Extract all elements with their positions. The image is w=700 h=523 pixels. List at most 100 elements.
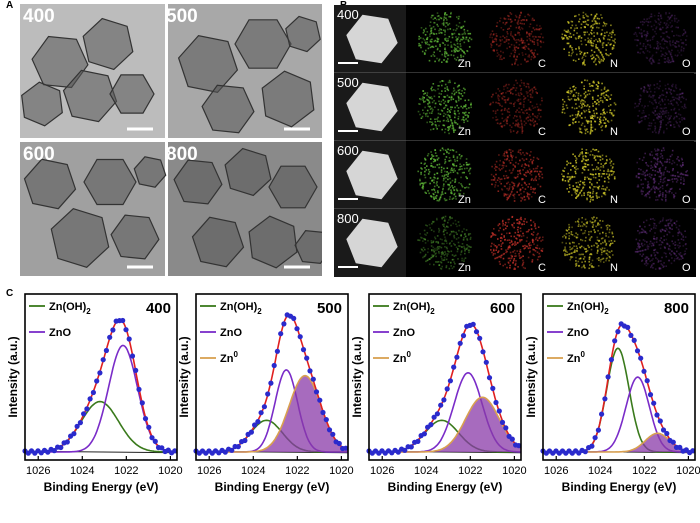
haadf-image-500 bbox=[334, 73, 406, 141]
data-point bbox=[291, 315, 297, 321]
data-point bbox=[248, 429, 254, 435]
data-point bbox=[595, 427, 602, 433]
data-point bbox=[120, 317, 126, 324]
data-point bbox=[300, 347, 307, 353]
data-point bbox=[447, 378, 453, 384]
data-point bbox=[281, 321, 287, 327]
data-point bbox=[608, 357, 615, 363]
legend-label-ZnO: ZnO bbox=[220, 327, 242, 339]
data-point bbox=[408, 444, 414, 450]
eds-map-600-O bbox=[622, 141, 694, 209]
data-point bbox=[126, 336, 132, 342]
chart-title: 400 bbox=[146, 300, 171, 317]
tem-image-grid bbox=[20, 4, 332, 276]
eds-map-grid bbox=[334, 5, 696, 277]
x-tick-label: 1022 bbox=[285, 465, 309, 477]
data-point bbox=[103, 347, 109, 354]
data-point bbox=[235, 444, 241, 450]
haadf-image-800 bbox=[334, 209, 406, 277]
data-point bbox=[310, 376, 316, 382]
data-point bbox=[110, 327, 116, 333]
data-point bbox=[261, 404, 267, 410]
data-point bbox=[313, 389, 320, 395]
data-point bbox=[87, 396, 93, 402]
data-point bbox=[612, 338, 618, 344]
data-point bbox=[274, 348, 280, 354]
data-point bbox=[677, 444, 683, 450]
data-point bbox=[395, 449, 401, 455]
xps-chart-800: 1026 1024 1022 1020 Binding Energy (eV) Inten… bbox=[524, 293, 700, 494]
data-point bbox=[690, 448, 696, 454]
data-point bbox=[58, 444, 64, 451]
haadf-image-400 bbox=[334, 5, 406, 73]
eds-map-800-N bbox=[550, 209, 622, 277]
tem-image-2 bbox=[20, 142, 167, 276]
data-point bbox=[599, 411, 605, 417]
data-point bbox=[638, 355, 644, 361]
data-point bbox=[516, 443, 522, 449]
chart-title: 600 bbox=[490, 300, 515, 317]
eds-map-400-C bbox=[478, 5, 550, 73]
eds-map-500-C bbox=[478, 73, 550, 141]
data-point bbox=[255, 419, 261, 425]
eds-map-800-Zn bbox=[406, 209, 478, 277]
data-point bbox=[438, 402, 444, 408]
legend-label-ZnO: ZnO bbox=[49, 327, 71, 339]
fit-envelope bbox=[25, 318, 178, 453]
x-tick-label: 1024 bbox=[414, 465, 438, 477]
data-point bbox=[657, 418, 663, 424]
data-point bbox=[444, 386, 450, 392]
data-point bbox=[589, 443, 595, 449]
eds-map-800-O bbox=[622, 209, 694, 277]
data-point bbox=[330, 431, 336, 437]
eds-map-600-N bbox=[550, 141, 622, 209]
data-point bbox=[139, 400, 145, 406]
data-point bbox=[71, 431, 77, 437]
data-point bbox=[460, 333, 467, 339]
data-point bbox=[84, 406, 90, 412]
peak-Zn(OH)2 bbox=[25, 400, 177, 453]
data-point bbox=[457, 340, 463, 346]
data-point bbox=[477, 335, 483, 341]
data-point bbox=[271, 362, 277, 369]
data-point bbox=[402, 447, 408, 453]
tem-image-0 bbox=[20, 4, 165, 138]
eds-map-400-Zn bbox=[406, 5, 478, 73]
x-tick-label: 1026 bbox=[197, 465, 221, 477]
data-point bbox=[64, 439, 70, 445]
panel-b bbox=[334, 5, 696, 277]
data-point bbox=[634, 348, 641, 354]
data-point bbox=[490, 385, 496, 391]
x-tick-label: 1024 bbox=[70, 465, 94, 477]
data-point bbox=[499, 419, 506, 425]
data-point bbox=[473, 329, 480, 335]
legend-label-Zn(OH)2: Zn(OH)2 bbox=[567, 301, 609, 316]
data-point bbox=[631, 337, 637, 343]
y-axis-label: Intensity (a.u.) bbox=[6, 336, 20, 417]
eds-map-400-O bbox=[622, 5, 694, 73]
x-tick-label: 1026 bbox=[370, 465, 394, 477]
data-point bbox=[434, 411, 440, 417]
data-point bbox=[605, 374, 611, 380]
plot-frame bbox=[24, 293, 178, 461]
data-point bbox=[317, 397, 323, 403]
legend-label-ZnO: ZnO bbox=[567, 327, 589, 339]
eds-map-400-N bbox=[550, 5, 622, 73]
legend-label-Zn0: Zn0 bbox=[393, 350, 411, 365]
eds-map-600-C bbox=[478, 141, 550, 209]
data-point bbox=[97, 370, 103, 376]
data-point bbox=[81, 411, 87, 417]
x-tick-label: 1026 bbox=[26, 465, 50, 477]
data-point bbox=[582, 449, 588, 455]
legend-label-Zn(OH)2: Zn(OH)2 bbox=[393, 301, 435, 316]
data-point bbox=[654, 412, 660, 418]
eds-map-600-Zn bbox=[406, 141, 478, 209]
data-point bbox=[470, 321, 476, 327]
data-point bbox=[74, 423, 80, 429]
x-tick-label: 1022 bbox=[632, 465, 656, 477]
data-point bbox=[451, 364, 457, 370]
plot-frame bbox=[542, 293, 696, 461]
data-point bbox=[152, 438, 158, 444]
data-point bbox=[94, 378, 100, 384]
data-point bbox=[268, 380, 274, 386]
